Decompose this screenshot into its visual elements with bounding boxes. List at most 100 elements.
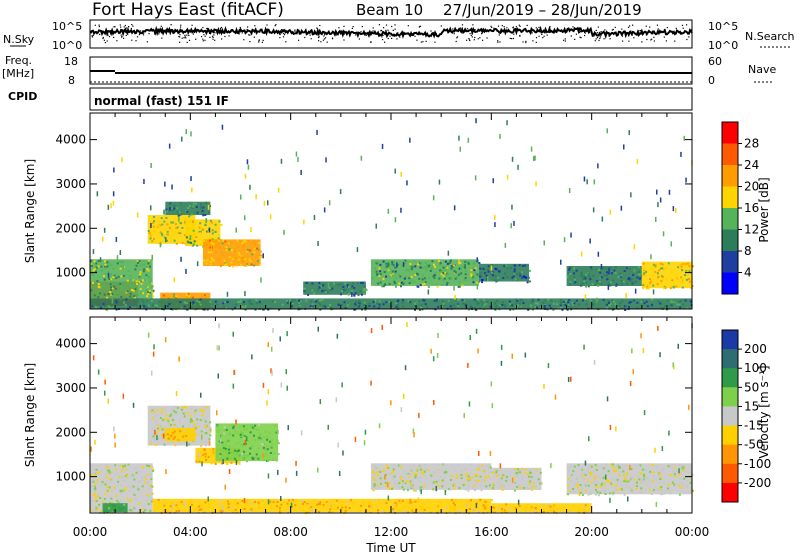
x-axis-label: Time UT (365, 541, 416, 554)
cpid-label: CPID (8, 90, 37, 103)
noise-left-tick-bottom: 10^0 (52, 39, 82, 52)
y-tick-label: 1000 (55, 470, 86, 484)
x-tick-label: 00:00 (73, 525, 108, 539)
colorbar-segment (722, 208, 738, 230)
power-colorbar-label: Power [dB] (757, 177, 771, 242)
x-tick-label: 16:00 (474, 525, 509, 539)
freq-label-1: Freq. (5, 54, 32, 67)
region-speckle (479, 264, 531, 284)
cpid-value: normal (fast) 151 IF (94, 94, 229, 108)
freq-trace (90, 70, 692, 83)
freq-tick-top: 18 (64, 55, 78, 68)
colorbar-segment (722, 349, 738, 369)
colorbar-tick-label: 50 (744, 380, 759, 394)
colorbar-tick-label: 28 (744, 137, 759, 151)
colorbar-tick-label: -200 (744, 476, 771, 490)
noise-right-tick-bottom: 10^0 (708, 39, 738, 52)
colorbar-segment (722, 229, 738, 252)
scattered-echoes (90, 322, 693, 509)
region-speckle (491, 467, 543, 492)
beam-label: Beam 10 (356, 1, 423, 19)
colorbar-segment (722, 143, 738, 166)
colorbar-tick-label: 20 (744, 180, 759, 194)
heatmap-region (491, 503, 592, 513)
noise-right-label: N.Search (745, 30, 795, 43)
velocity-colorbar: 200 100 50 15 -15 -50 -100 -200 (721, 329, 771, 503)
colorbar-tick-label: -100 (744, 457, 771, 471)
freq-tick-bottom: 8 (68, 74, 75, 87)
colorbar-tick-label: 15 (744, 399, 759, 413)
colorbar-segment (722, 330, 738, 350)
x-tick-label: 20:00 (574, 525, 609, 539)
noise-left-tick-top: 10^5 (52, 20, 82, 33)
colorbar-segment (722, 387, 738, 407)
y-tick-label: 1000 (55, 266, 86, 280)
region-speckle (371, 259, 481, 288)
colorbar-segment (722, 272, 738, 295)
velocity-heatmap-cells (90, 322, 694, 515)
y-tick-label: 2000 (55, 425, 86, 439)
colorbar-segment (722, 444, 738, 465)
freq-label-2: [MHz] (2, 67, 34, 80)
region-speckle (303, 281, 368, 297)
freq-panel-frame (89, 56, 693, 85)
x-tick-label: 12:00 (374, 525, 409, 539)
power-heatmap-cells (90, 118, 694, 311)
colorbar-tick-label: 200 (744, 342, 767, 356)
colorbar-segment (722, 482, 738, 503)
colorbar-segment (722, 165, 738, 187)
cpid-frame (89, 87, 693, 111)
colorbar-segment (722, 406, 738, 426)
colorbar-tick-label: 24 (744, 158, 759, 172)
colorbar-tick-label: 100 (744, 361, 767, 375)
date-range: 27/Jun/2019 – 28/Jun/2019 (443, 1, 642, 19)
nave-label: Nave (748, 63, 776, 76)
noise-left-label: N.Sky (3, 33, 35, 46)
noise-trace (89, 24, 693, 44)
power-y-label: Slant Range [km] (23, 159, 37, 263)
station-title: Fort Hays East (fitACF) (92, 0, 284, 20)
region-speckle (90, 463, 155, 514)
y-tick-label: 2000 (55, 221, 86, 235)
noise-right-tick-top: 10^5 (708, 20, 738, 33)
heatmap-region (303, 281, 366, 295)
region-speckle (165, 428, 196, 442)
time-x-axis: 00:00 04:00 08:00 12:00 16:00 20:00 00:00 (73, 525, 710, 539)
colorbar-tick-label: 12 (744, 223, 759, 237)
colorbar-segment (722, 122, 738, 144)
colorbar-segment (722, 251, 738, 273)
colorbar-segment (722, 425, 738, 446)
x-tick-label: 04:00 (173, 525, 208, 539)
power-y-axis: 1000 2000 3000 4000 (55, 113, 693, 309)
noise-panel-frame (89, 19, 693, 49)
colorbar-tick-label: -15 (744, 419, 764, 433)
velocity-colorbar-label: Velocity [m s⁻¹] (757, 365, 771, 458)
scattered-echoes (92, 118, 693, 304)
nave-tick-bottom: 0 (708, 74, 715, 87)
colorbar-segment (722, 463, 738, 484)
region-speckle (566, 463, 694, 497)
nave-tick-top: 60 (708, 55, 722, 68)
y-tick-label: 4000 (55, 337, 86, 351)
x-tick-label: 08:00 (273, 525, 308, 539)
region-speckle (90, 259, 155, 301)
power-colorbar: 28 24 20 16 12 8 4 (721, 121, 759, 295)
colorbar-tick-label: 4 (744, 266, 752, 280)
velocity-y-label: Slant Range [km] (23, 363, 37, 467)
region-speckle (147, 215, 197, 246)
colorbar-segment (722, 368, 738, 388)
region-speckle (165, 201, 211, 217)
y-tick-label: 4000 (55, 133, 86, 147)
region-speckle (152, 498, 494, 515)
colorbar-segment (722, 186, 738, 209)
colorbar-tick-label: 16 (744, 201, 759, 215)
colorbar-tick-label: 8 (744, 244, 752, 258)
y-tick-label: 3000 (55, 177, 86, 191)
y-tick-label: 3000 (55, 381, 86, 395)
region-speckle (203, 239, 263, 268)
region-speckle (491, 503, 591, 514)
region-speckle (215, 423, 280, 463)
colorbar-tick-label: -50 (744, 438, 764, 452)
